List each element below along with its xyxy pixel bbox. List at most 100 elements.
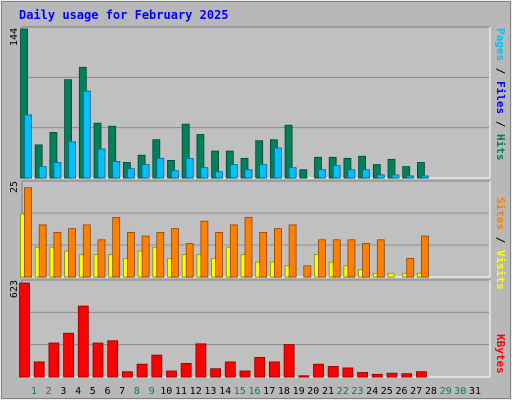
bar-sites bbox=[420, 235, 429, 278]
bar-files bbox=[273, 147, 282, 179]
x-tick-label: 9 bbox=[149, 386, 155, 397]
bar-sites bbox=[244, 217, 253, 278]
bar-kbytes bbox=[283, 344, 295, 378]
bar-hits bbox=[34, 144, 43, 179]
x-tick-label: 4 bbox=[75, 386, 81, 397]
bar-hits bbox=[20, 28, 28, 179]
bar-files bbox=[259, 164, 268, 179]
bar-sites bbox=[332, 239, 341, 278]
bar-files bbox=[171, 170, 179, 179]
x-tick-label: 19 bbox=[293, 386, 305, 397]
right-label-hits-files-pages-part: Files bbox=[494, 81, 507, 114]
bar-files bbox=[156, 157, 165, 179]
bar-files bbox=[215, 171, 224, 179]
bar-hits bbox=[402, 166, 411, 179]
x-tick-label: 20 bbox=[307, 386, 319, 397]
bar-sites bbox=[362, 243, 371, 278]
bar-sites bbox=[82, 224, 91, 278]
bar-files bbox=[362, 169, 371, 179]
chart-title: Daily usage for February 2025 bbox=[19, 8, 229, 22]
bar-hits bbox=[167, 160, 175, 179]
bar-hits bbox=[372, 164, 381, 179]
panel-hits-files bbox=[20, 26, 491, 179]
bar-kbytes bbox=[239, 370, 251, 378]
y-max-label-kbytes: 623 bbox=[9, 280, 20, 298]
x-tick-label: 24 bbox=[366, 386, 378, 397]
x-tick-label: 2 bbox=[46, 386, 52, 397]
bar-files bbox=[127, 168, 135, 179]
bar-sites bbox=[229, 224, 238, 278]
x-tick-label: 15 bbox=[234, 386, 246, 397]
x-tick-label: 22 bbox=[337, 386, 349, 397]
bar-files bbox=[68, 141, 76, 179]
bar-kbytes bbox=[63, 332, 74, 378]
x-tick-label: 23 bbox=[351, 386, 363, 397]
bar-hits bbox=[108, 125, 117, 179]
right-label-sites-visits-part: Visits bbox=[494, 250, 507, 290]
bar-sites bbox=[273, 228, 282, 278]
bar-kbytes bbox=[415, 371, 427, 378]
bar-sites bbox=[185, 243, 194, 278]
bar-hits bbox=[314, 156, 322, 179]
x-tick-label: 25 bbox=[381, 386, 393, 397]
bar-files bbox=[288, 167, 297, 179]
bar-kbytes bbox=[122, 371, 133, 378]
right-label-hits-files-pages: Pages / Files / Hits bbox=[494, 28, 507, 161]
bar-hits bbox=[196, 134, 205, 179]
bar-files bbox=[406, 175, 415, 179]
right-label-sites-visits: Sites / Visits bbox=[494, 197, 507, 290]
bar-kbytes bbox=[327, 366, 339, 378]
bar-files bbox=[229, 164, 238, 179]
right-label-hits-files-pages-part: / bbox=[494, 61, 507, 81]
x-axis-day-labels: 1 2 3 4 5 6 7 8 9 10 11 12 13 14 15 16 17 18 19 20 21 22 23 24 2… bbox=[31, 386, 481, 397]
x-tick-label: 8 bbox=[134, 386, 140, 397]
bar-sites bbox=[406, 257, 415, 278]
right-label-hits-files-pages-part: / bbox=[494, 114, 507, 134]
x-tick-label: 27 bbox=[410, 386, 422, 397]
bar-files bbox=[332, 165, 341, 179]
x-tick-label: 31 bbox=[469, 386, 481, 397]
bar-hits bbox=[299, 169, 308, 179]
bar-hits bbox=[181, 123, 190, 179]
bar-files bbox=[391, 174, 400, 179]
right-label-sites-visits-part: / bbox=[494, 230, 507, 250]
x-tick-label: 12 bbox=[190, 386, 202, 397]
x-tick-label: 16 bbox=[248, 386, 260, 397]
bar-files bbox=[97, 148, 106, 179]
bar-kbytes bbox=[254, 356, 266, 378]
bar-files bbox=[38, 166, 47, 179]
bar-sites bbox=[141, 235, 150, 278]
bar-hits bbox=[211, 150, 220, 179]
bar-files bbox=[24, 114, 32, 179]
bar-sites bbox=[215, 231, 224, 278]
bar-hits bbox=[255, 140, 264, 179]
right-label-hits-files-pages-part: Hits bbox=[494, 134, 507, 161]
bar-sites bbox=[200, 220, 209, 278]
bar-files bbox=[420, 175, 429, 179]
bar-kbytes bbox=[357, 372, 369, 378]
bar-kbytes bbox=[195, 343, 207, 378]
bar-kbytes bbox=[166, 370, 177, 378]
x-tick-label: 7 bbox=[119, 386, 125, 397]
bar-files bbox=[347, 169, 356, 179]
bar-sites bbox=[376, 239, 385, 278]
y-max-label-visits: 25 bbox=[9, 181, 20, 193]
bar-files bbox=[112, 161, 121, 179]
bar-kbytes bbox=[92, 342, 104, 378]
x-tick-label: 30 bbox=[454, 386, 466, 397]
bar-kbytes bbox=[210, 368, 222, 378]
bar-hits bbox=[49, 132, 58, 179]
bar-kbytes bbox=[151, 354, 163, 378]
bar-visits bbox=[387, 272, 395, 278]
x-tick-label: 11 bbox=[175, 386, 187, 397]
y-max-label-hits: 144 bbox=[9, 28, 20, 46]
x-tick-label: 3 bbox=[60, 386, 66, 397]
bar-sites bbox=[97, 239, 106, 278]
bar-kbytes bbox=[48, 342, 60, 378]
bar-sites bbox=[24, 187, 32, 278]
bar-files bbox=[244, 169, 253, 179]
bar-kbytes bbox=[136, 363, 148, 378]
bar-files bbox=[200, 167, 209, 179]
